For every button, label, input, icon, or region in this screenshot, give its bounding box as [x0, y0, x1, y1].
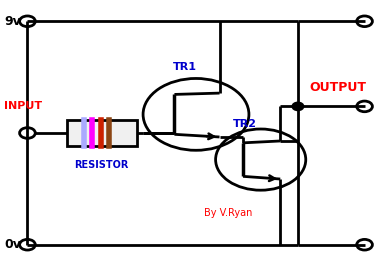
Text: By V.Ryan: By V.Ryan [204, 208, 252, 218]
Text: INPUT: INPUT [4, 101, 42, 111]
Circle shape [293, 103, 303, 110]
Bar [67, 120, 137, 146]
Text: RESISTOR: RESISTOR [74, 160, 129, 170]
Text: TR2: TR2 [233, 119, 257, 129]
Text: OUTPUT: OUTPUT [310, 81, 367, 94]
Text: TR1: TR1 [172, 61, 196, 72]
Text: 9v: 9v [4, 15, 21, 28]
Text: 0v: 0v [4, 238, 21, 251]
